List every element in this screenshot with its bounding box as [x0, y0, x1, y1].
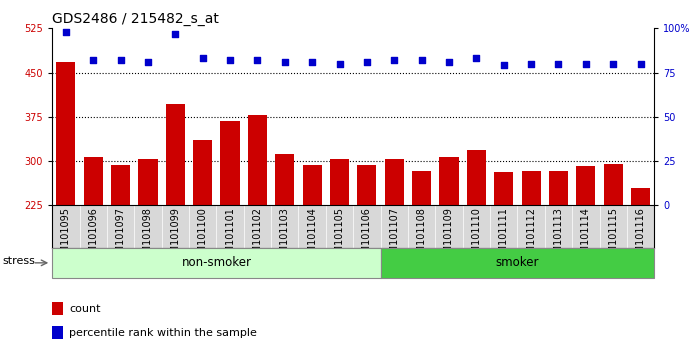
Bar: [439, 157, 459, 205]
Text: GSM101107: GSM101107: [389, 207, 400, 267]
Bar: [330, 159, 349, 205]
Bar: [248, 115, 267, 205]
Bar: [166, 104, 185, 205]
Bar: [84, 157, 103, 205]
Point: [225, 57, 236, 63]
Bar: [111, 165, 130, 205]
Text: GSM101116: GSM101116: [635, 207, 646, 266]
Bar: [576, 166, 595, 205]
Bar: [494, 172, 514, 205]
Text: GSM101115: GSM101115: [608, 207, 618, 267]
Point: [115, 57, 126, 63]
Point: [635, 61, 646, 67]
Bar: [631, 188, 650, 205]
Bar: [521, 171, 541, 205]
Text: GSM101097: GSM101097: [116, 207, 125, 267]
Point: [279, 59, 290, 65]
Bar: [381, 248, 654, 278]
Point: [498, 63, 509, 68]
Text: GSM101098: GSM101098: [143, 207, 153, 266]
Bar: [56, 62, 75, 205]
Point: [307, 59, 318, 65]
Point: [170, 31, 181, 36]
Bar: [412, 171, 432, 205]
Point: [443, 59, 454, 65]
Bar: [52, 326, 63, 339]
Bar: [139, 159, 157, 205]
Text: GSM101106: GSM101106: [362, 207, 372, 266]
Point: [61, 29, 72, 35]
Text: GSM101113: GSM101113: [553, 207, 564, 266]
Point: [580, 61, 592, 67]
Text: GSM101095: GSM101095: [61, 207, 71, 267]
Text: GSM101108: GSM101108: [417, 207, 427, 266]
Bar: [221, 121, 239, 205]
Text: GSM101099: GSM101099: [171, 207, 180, 266]
Point: [361, 59, 372, 65]
Point: [334, 61, 345, 67]
Point: [88, 57, 99, 63]
Text: percentile rank within the sample: percentile rank within the sample: [69, 327, 257, 338]
Text: GDS2486 / 215482_s_at: GDS2486 / 215482_s_at: [52, 12, 219, 26]
Text: GSM101096: GSM101096: [88, 207, 98, 266]
Point: [608, 61, 619, 67]
Bar: [549, 171, 568, 205]
Text: GSM101111: GSM101111: [499, 207, 509, 266]
Bar: [52, 248, 381, 278]
Point: [553, 61, 564, 67]
Point: [197, 56, 208, 61]
Text: GSM101112: GSM101112: [526, 207, 536, 267]
Text: smoker: smoker: [496, 256, 539, 269]
Text: GSM101101: GSM101101: [225, 207, 235, 266]
Point: [252, 57, 263, 63]
Point: [525, 61, 537, 67]
Text: GSM101102: GSM101102: [253, 207, 262, 267]
Bar: [467, 150, 486, 205]
Text: GSM101103: GSM101103: [280, 207, 290, 266]
Text: stress: stress: [3, 256, 35, 266]
Bar: [52, 302, 63, 315]
Point: [143, 59, 154, 65]
Bar: [357, 165, 377, 205]
Bar: [275, 154, 294, 205]
Bar: [385, 159, 404, 205]
Text: GSM101100: GSM101100: [198, 207, 207, 266]
Text: count: count: [69, 304, 100, 314]
Point: [416, 57, 427, 63]
Text: GSM101114: GSM101114: [581, 207, 591, 266]
Text: GSM101104: GSM101104: [307, 207, 317, 266]
Text: GSM101105: GSM101105: [335, 207, 345, 267]
Text: non-smoker: non-smoker: [182, 256, 251, 269]
Text: GSM101109: GSM101109: [444, 207, 454, 266]
Point: [388, 57, 400, 63]
Bar: [303, 165, 322, 205]
Bar: [603, 164, 623, 205]
Text: GSM101110: GSM101110: [471, 207, 482, 266]
Bar: [193, 141, 212, 205]
Point: [470, 56, 482, 61]
